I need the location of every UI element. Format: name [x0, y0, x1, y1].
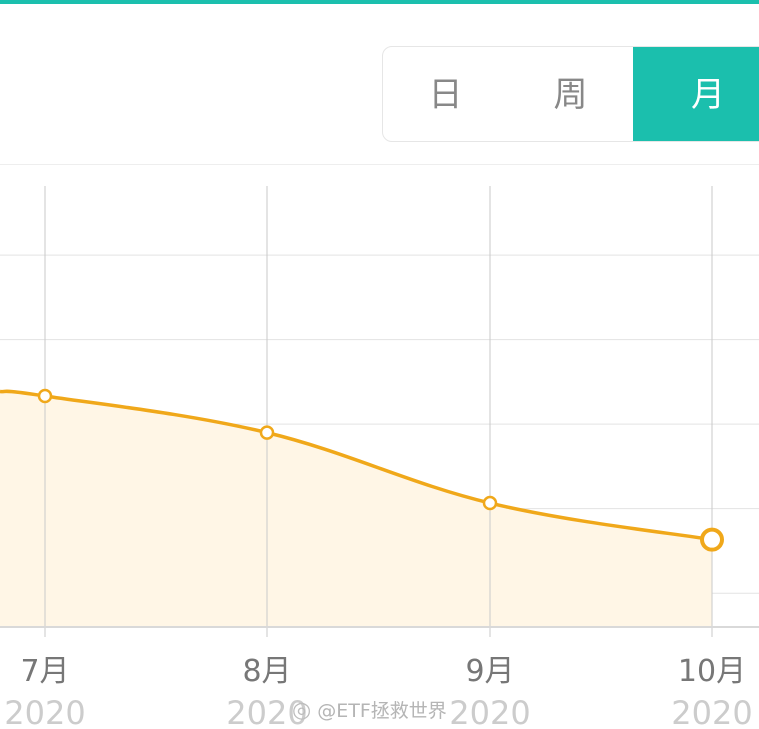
- x-tick-year-label: 2020: [449, 694, 530, 729]
- watermark: ◎ @ETF拯救世界: [292, 696, 447, 726]
- data-point: [259, 425, 275, 440]
- data-point: [37, 388, 53, 404]
- period-tab-group: 日 周 月: [382, 46, 759, 142]
- x-tick-year-label: 2020: [671, 694, 752, 729]
- x-tick-label: 7月: [20, 654, 69, 689]
- watermark-text: @ETF拯救世界: [317, 700, 447, 722]
- x-tick-year-label: 2020: [226, 694, 307, 729]
- x-tick-label: 9月: [465, 654, 514, 689]
- area-fill: [0, 391, 712, 627]
- tab-day[interactable]: 日: [428, 75, 463, 115]
- header-divider: [0, 164, 759, 165]
- tab-month[interactable]: 月: [633, 47, 759, 141]
- data-point: [700, 527, 724, 552]
- x-tick-label: 10月: [678, 654, 746, 689]
- accent-top-bar: [0, 0, 759, 4]
- weibo-icon: ◎: [292, 698, 312, 723]
- x-tick-label: 8月: [242, 654, 291, 689]
- tab-week[interactable]: 周: [553, 75, 588, 115]
- x-tick-year-label: 2020: [4, 694, 85, 729]
- data-point: [482, 495, 498, 511]
